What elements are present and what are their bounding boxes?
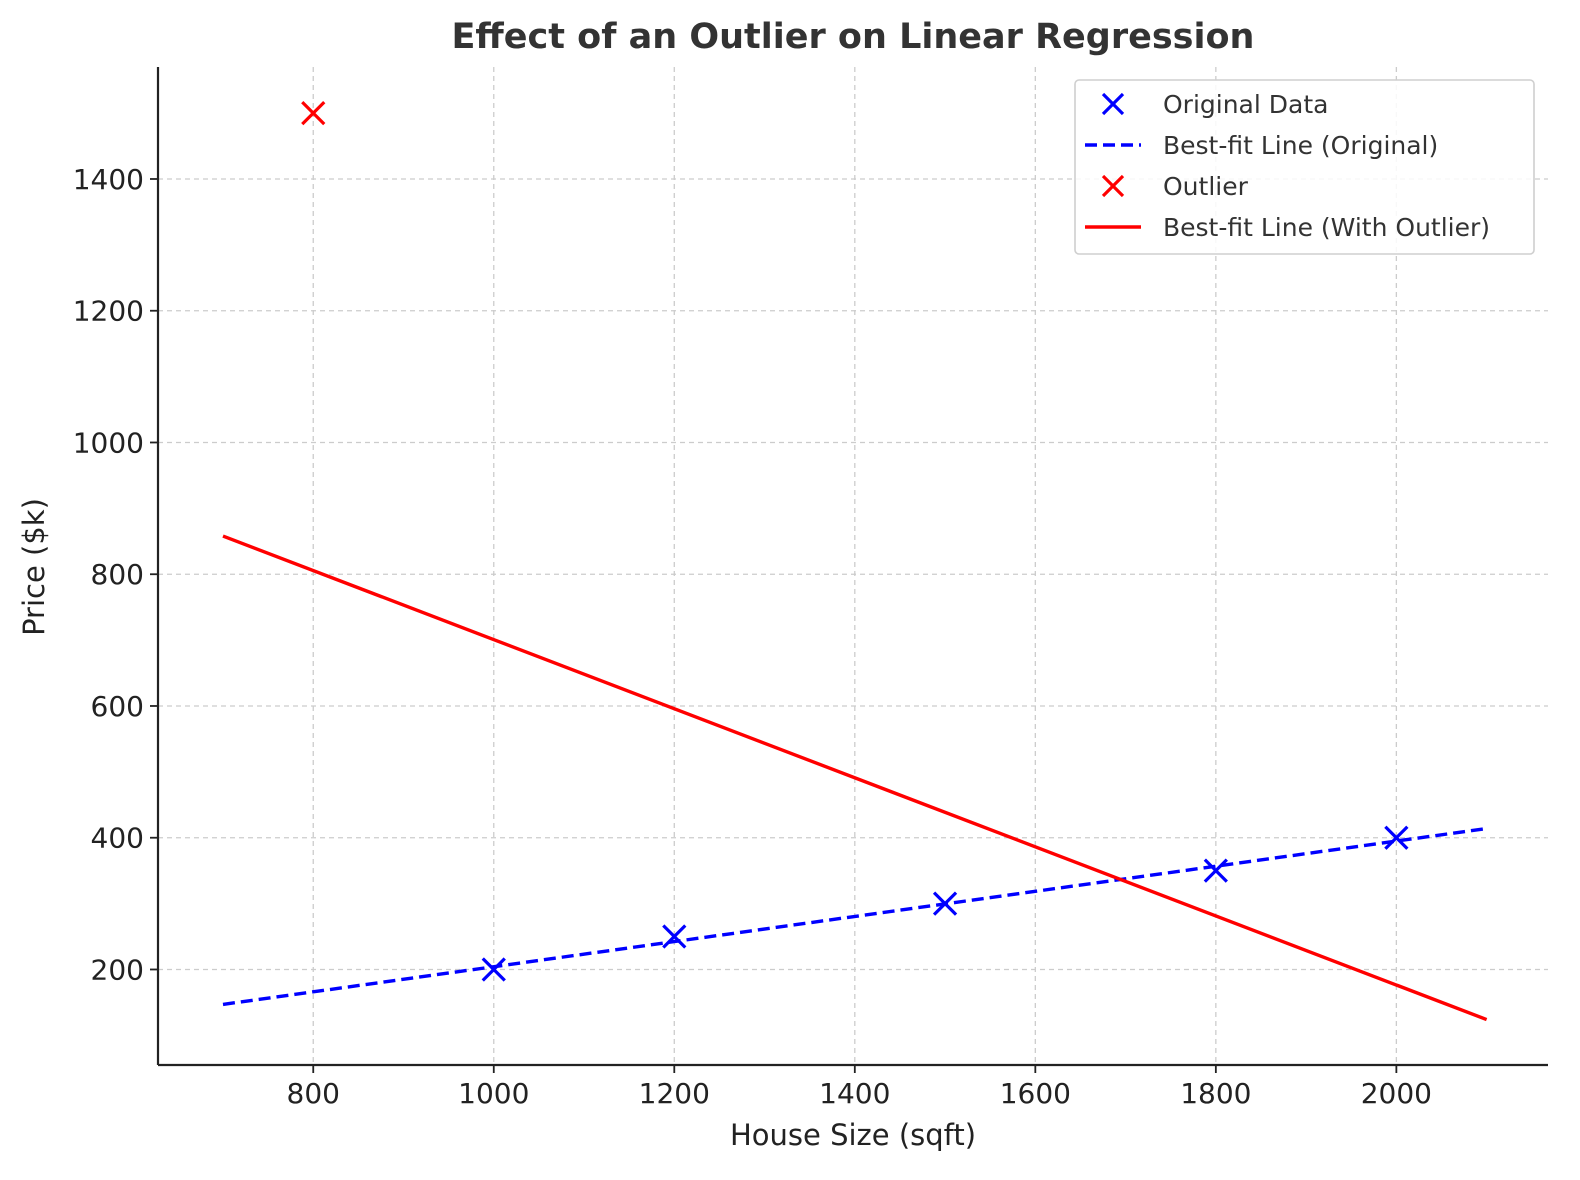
plot-area	[222, 100, 1488, 1022]
series-line-best-fit-line-with-outlier	[222, 534, 1488, 1022]
grid	[158, 67, 1548, 1065]
legend-marker-icon	[1101, 92, 1125, 116]
legend-box	[1074, 79, 1535, 255]
legend-label: Best-fit Line (Original)	[1163, 131, 1438, 160]
legend-marker-icon	[1101, 174, 1125, 198]
x-tick-label: 1200	[639, 1077, 710, 1110]
chart-title: Effect of an Outlier on Linear Regressio…	[452, 17, 1255, 57]
x-tick-label: 2000	[1361, 1077, 1432, 1110]
data-point-x-marker	[481, 957, 506, 982]
y-tick-label: 800	[91, 558, 144, 591]
series-line-best-fit-line-original	[222, 826, 1487, 1007]
marker-stroke	[301, 100, 326, 126]
marker-stroke	[1203, 858, 1228, 883]
x-tick-label: 1000	[458, 1077, 529, 1110]
y-axis-label: Price ($k)	[17, 498, 51, 636]
x-axis-label: House Size (sqft)	[730, 1118, 976, 1152]
marker-stroke	[1384, 825, 1409, 850]
y-tick-label: 200	[91, 953, 144, 986]
data-point-x-marker	[662, 924, 687, 949]
axis-ticks: 800 1000 1200 1400 1600 1800 2000 200 400 600 800 1…	[73, 163, 1432, 1110]
x-tick-label: 1800	[1180, 1077, 1251, 1110]
marker-stroke	[1101, 174, 1125, 198]
x-tick-label: 1400	[819, 1077, 890, 1110]
legend: Original Data Best-fit Line (Original) Out…	[1074, 79, 1535, 255]
legend-label: Best-fit Line (With Outlier)	[1163, 213, 1490, 242]
data-point-x-marker	[932, 891, 958, 916]
legend-label: Original Data	[1163, 90, 1328, 119]
legend-label: Outlier	[1163, 172, 1249, 201]
marker-stroke	[932, 891, 958, 916]
marker-stroke	[481, 957, 506, 982]
data-point-x-marker	[1203, 858, 1228, 883]
marker-stroke	[662, 924, 687, 949]
y-tick-label: 1000	[73, 426, 144, 459]
marker-stroke	[1101, 92, 1125, 116]
y-tick-label: 1200	[73, 295, 144, 328]
data-point-x-marker	[1384, 825, 1409, 850]
x-tick-label: 1600	[1000, 1077, 1071, 1110]
y-tick-label: 1400	[73, 163, 144, 196]
y-tick-label: 400	[91, 822, 144, 855]
data-point-x-marker	[301, 100, 326, 126]
y-tick-label: 600	[91, 690, 144, 723]
x-tick-label: 800	[287, 1077, 340, 1110]
